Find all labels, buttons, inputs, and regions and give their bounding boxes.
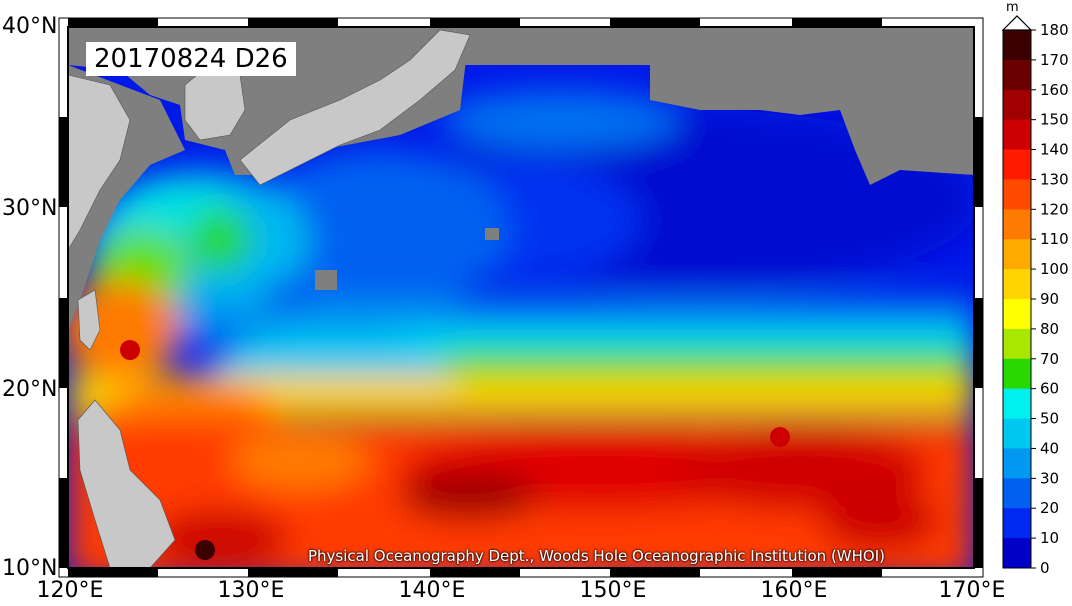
colorbar-bin (1003, 418, 1031, 449)
colorbar-tick-label: 20 (1040, 499, 1059, 517)
colorbar-tick-label: 120 (1040, 200, 1069, 218)
depth-field (68, 27, 974, 568)
lat-label-40n: 40°N (2, 14, 58, 39)
colorbar-tick-label: 130 (1040, 170, 1069, 188)
colorbar-tick-label: 60 (1040, 380, 1059, 398)
lon-label-160e: 160°E (760, 578, 828, 603)
colorbar-bin (1003, 30, 1031, 61)
colorbar-overflow-triangle (1001, 15, 1033, 31)
colorbar-bin (1003, 448, 1031, 479)
lat-label-30n: 30°N (2, 196, 58, 221)
deep-patch (195, 540, 215, 560)
plot-frame (67, 26, 975, 569)
colorbar-bin (1003, 478, 1031, 509)
colorbar-bin (1003, 119, 1031, 151)
colorbar-tick-label: 180 (1040, 21, 1069, 39)
colorbar-bin (1003, 89, 1031, 121)
border-checker (58, 17, 984, 578)
colorbar-bin (1003, 209, 1031, 240)
colorbar-bin (1003, 179, 1031, 210)
colorbar-tick-label: 110 (1040, 230, 1069, 248)
colorbar-bin (1003, 388, 1031, 420)
lon-label-140e: 140°E (398, 578, 466, 603)
colorbar-bin (1003, 328, 1031, 360)
colorbar-bin (1003, 299, 1031, 330)
colorbar-bin (1003, 508, 1031, 539)
date-label: 20170824 D26 (86, 42, 296, 76)
lon-label-120e: 120°E (36, 578, 104, 603)
lat-label-10n: 10°N (2, 556, 58, 581)
lat-label-20n: 20°N (2, 377, 58, 402)
colorbar: 1801701601501401301201101009080706050403… (1001, 15, 1069, 577)
colorbar-tick-label: 100 (1040, 260, 1069, 278)
colorbar-bin (1003, 59, 1031, 91)
colorbar-unit: m (1006, 0, 1019, 15)
colorbar-tick-label: 10 (1040, 529, 1059, 547)
colorbar-tick-label: 70 (1040, 350, 1059, 368)
colorbar-tick-label: 30 (1040, 469, 1059, 487)
colorbar-tick-label: 0 (1040, 559, 1050, 577)
colorbar-bin (1003, 149, 1031, 180)
colorbar-bin (1003, 239, 1031, 270)
lon-label-150e: 150°E (579, 578, 647, 603)
colorbar-bin (1003, 358, 1031, 390)
colorbar-tick-label: 160 (1040, 81, 1069, 99)
colorbar-tick-label: 40 (1040, 439, 1059, 457)
neighbor-land (68, 29, 471, 568)
lon-label-170e: 170°E (938, 578, 1006, 603)
colorbar-bin (1003, 269, 1031, 300)
colorbar-tick-label: 80 (1040, 320, 1059, 338)
lon-label-130e: 130°E (217, 578, 285, 603)
colorbar-tick-label: 150 (1040, 111, 1069, 129)
colorbar-tick-label: 140 (1040, 141, 1069, 159)
colorbar-tick-label: 50 (1040, 410, 1059, 428)
colorbar-tick-label: 170 (1040, 51, 1069, 69)
colorbar-tick-label: 90 (1040, 290, 1059, 308)
colorbar-bin (1003, 538, 1031, 569)
credit-text: Physical Oceanography Dept., Woods Hole … (308, 547, 885, 565)
